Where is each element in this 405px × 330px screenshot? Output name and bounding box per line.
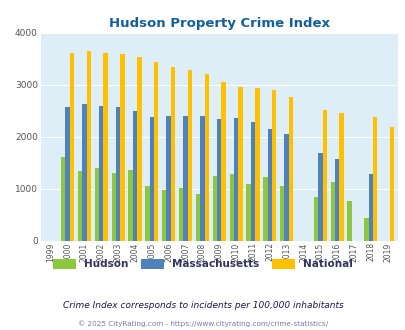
Bar — [166, 116, 171, 241]
Bar — [238, 87, 242, 241]
Bar — [195, 194, 200, 241]
Bar — [288, 97, 292, 241]
Bar — [229, 174, 233, 241]
Bar — [212, 176, 217, 241]
Bar — [271, 90, 276, 241]
Text: © 2025 CityRating.com - https://www.cityrating.com/crime-statistics/: © 2025 CityRating.com - https://www.city… — [78, 321, 327, 327]
Bar — [339, 113, 343, 241]
Bar — [183, 116, 187, 241]
Bar — [153, 62, 158, 241]
Bar — [111, 173, 116, 241]
Legend: Hudson, Massachusetts, National: Hudson, Massachusetts, National — [49, 255, 356, 274]
Bar — [221, 82, 225, 241]
Bar — [334, 159, 339, 241]
Bar — [70, 53, 74, 241]
Bar — [204, 74, 209, 241]
Bar — [368, 174, 372, 241]
Bar — [128, 170, 132, 241]
Title: Hudson Property Crime Index: Hudson Property Crime Index — [109, 17, 329, 30]
Bar — [94, 168, 99, 241]
Bar — [254, 87, 259, 241]
Bar — [179, 188, 183, 241]
Bar — [250, 122, 254, 241]
Bar — [217, 119, 221, 241]
Bar — [78, 171, 82, 241]
Bar — [330, 182, 334, 241]
Bar — [61, 157, 65, 241]
Text: Crime Index corresponds to incidents per 100,000 inhabitants: Crime Index corresponds to incidents per… — [62, 301, 343, 310]
Bar — [262, 178, 267, 241]
Bar — [318, 152, 322, 241]
Bar — [233, 118, 238, 241]
Bar — [86, 51, 91, 241]
Bar — [132, 111, 137, 241]
Bar — [99, 106, 103, 241]
Bar — [65, 107, 70, 241]
Bar — [187, 70, 192, 241]
Bar — [149, 117, 153, 241]
Bar — [200, 116, 204, 241]
Bar — [279, 186, 284, 241]
Bar — [137, 57, 141, 241]
Bar — [120, 54, 124, 241]
Bar — [313, 197, 318, 241]
Bar — [103, 53, 108, 241]
Bar — [246, 184, 250, 241]
Bar — [322, 110, 326, 241]
Bar — [116, 107, 120, 241]
Bar — [347, 201, 351, 241]
Bar — [162, 190, 166, 241]
Bar — [145, 186, 149, 241]
Bar — [389, 127, 393, 241]
Bar — [267, 129, 271, 241]
Bar — [171, 67, 175, 241]
Bar — [82, 104, 86, 241]
Bar — [363, 217, 368, 241]
Bar — [372, 117, 377, 241]
Bar — [284, 134, 288, 241]
